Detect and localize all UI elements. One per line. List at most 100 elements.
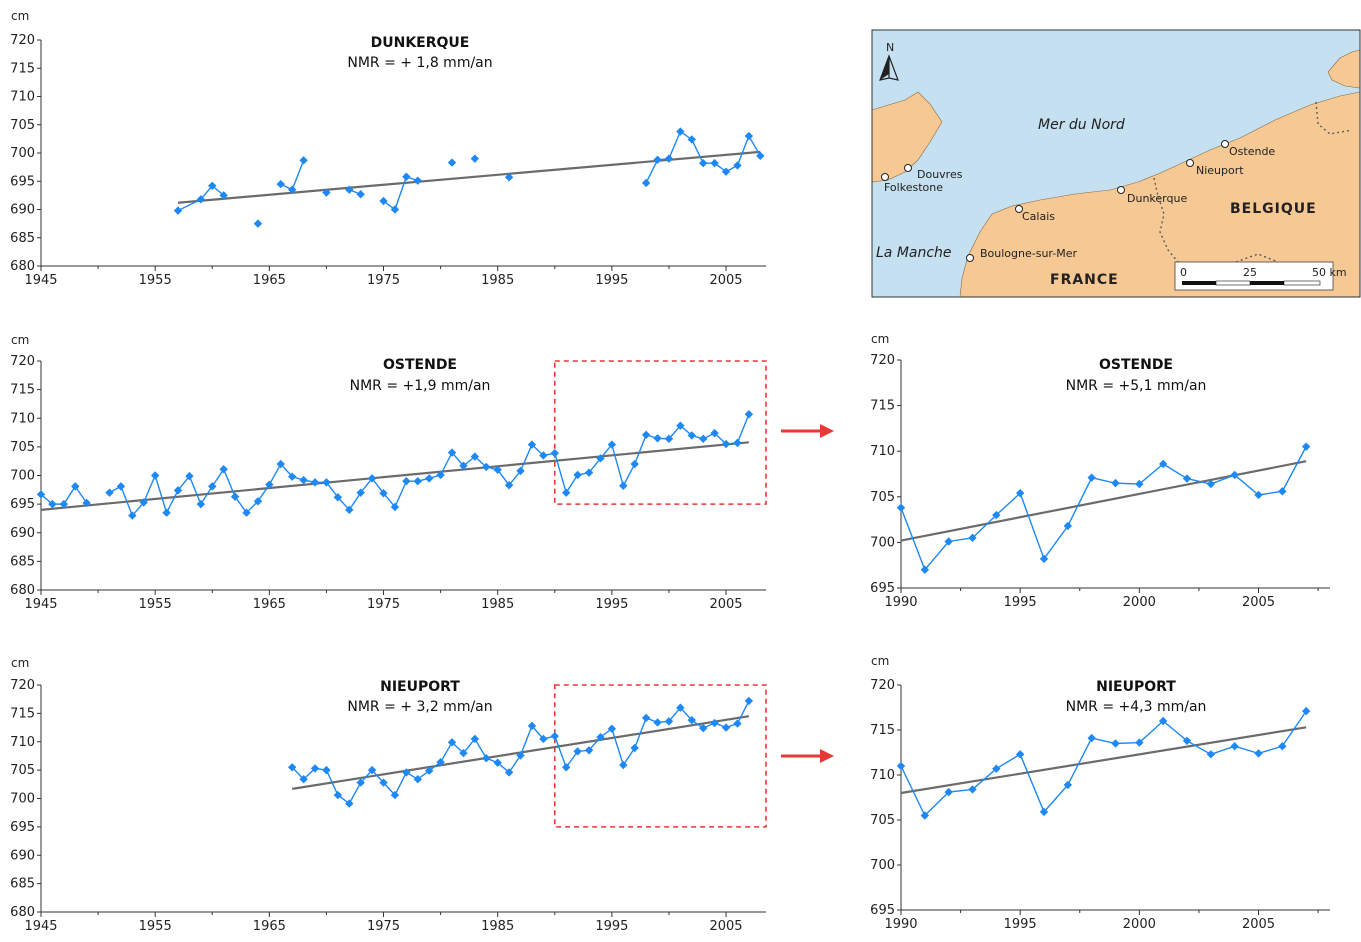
y-unit-label: cm: [871, 332, 889, 346]
y-tick-label: 710: [10, 411, 35, 426]
data-point: [596, 733, 605, 742]
data-point: [356, 190, 365, 199]
y-tick-label: 685: [10, 877, 35, 892]
north-label: N: [886, 41, 894, 54]
y-tick-label: 710: [870, 768, 895, 783]
data-point: [219, 465, 228, 474]
chart-nieuport-full: 680 685 690 695 700 705 710 715 720 1945 1955 1965 1…: [10, 656, 767, 934]
data-point: [173, 206, 183, 215]
x-tick-label: 1975: [367, 597, 400, 612]
data-point: [356, 778, 365, 787]
data-point: [607, 724, 617, 733]
country-label-france: FRANCE: [1050, 272, 1119, 288]
scale-tick-label: 0: [1180, 266, 1187, 279]
data-point: [242, 508, 251, 517]
data-point: [208, 181, 217, 190]
north-arrow-icon: [880, 56, 889, 80]
x-tick-label: 1990: [884, 595, 917, 610]
data-point: [944, 787, 953, 797]
data-point: [630, 459, 639, 469]
data-point: [82, 498, 91, 508]
data-point: [333, 790, 343, 800]
data-point: [721, 167, 731, 176]
data-point: [1158, 459, 1168, 469]
data-point: [687, 715, 696, 725]
data-point: [699, 434, 708, 444]
city-boulogne: Boulogne-sur-Mer: [966, 247, 1077, 262]
y-tick-label: 715: [10, 61, 35, 76]
location-map: N Mer du Nord La Manche BELGIQUE FRANCE …: [871, 29, 1361, 298]
data-point: [721, 439, 731, 449]
data-point: [196, 195, 206, 204]
data-point: [367, 765, 377, 775]
x-tick-label: 1945: [24, 273, 57, 288]
data-point: [676, 421, 685, 430]
data-point: [1111, 739, 1120, 748]
map-land-england: [871, 91, 943, 183]
chart-subtitle: NMR = +4,3 mm/an: [1066, 699, 1207, 715]
data-point: [1278, 742, 1287, 751]
data-point: [390, 205, 400, 214]
data-point: [710, 158, 719, 168]
data-point: [1135, 479, 1144, 489]
data-point: [287, 472, 297, 481]
y-tick-label: 715: [10, 383, 35, 398]
chart-subtitle: NMR = + 1,8 mm/an: [347, 55, 492, 71]
data-point: [1278, 487, 1287, 496]
data-point: [173, 486, 183, 495]
chart-ostende-full: 680 685 690 695 700 705 710 715 720 1945 1955 1965 1…: [10, 333, 767, 612]
chart-subtitle: NMR = +5,1 mm/an: [1066, 378, 1207, 394]
scale-tick-label: 25: [1243, 266, 1257, 279]
data-point: [493, 465, 502, 474]
data-point: [641, 713, 651, 723]
data-point: [402, 172, 411, 181]
data-point: [1087, 473, 1096, 482]
data-point: [322, 478, 331, 487]
y-tick-label: 680: [10, 905, 35, 920]
x-tick-label: 1965: [253, 919, 286, 934]
data-point: [139, 498, 148, 507]
city-folkestone: Folkestone: [881, 173, 943, 194]
sea-label-north: Mer du Nord: [1038, 117, 1125, 133]
data-point: [1135, 738, 1144, 747]
data-point: [641, 430, 651, 440]
data-point: [1015, 750, 1025, 759]
data-point: [733, 719, 742, 728]
data-point: [413, 477, 422, 486]
data-point: [322, 188, 331, 197]
city-label: Boulogne-sur-Mer: [980, 247, 1077, 260]
data-point: [944, 537, 953, 546]
data-point: [299, 156, 308, 165]
data-point: [664, 717, 674, 726]
x-tick-label: 2005: [709, 273, 742, 288]
data-point: [1039, 554, 1049, 564]
series-line: [900, 446, 1307, 572]
zoom-arrow-nieuport: [781, 749, 834, 763]
series-line: [109, 413, 750, 517]
trend-line: [40, 441, 749, 511]
x-tick-label: 2005: [709, 597, 742, 612]
data-point: [539, 451, 548, 460]
data-point: [287, 185, 297, 194]
data-point: [653, 718, 662, 727]
map-frame: [871, 29, 1361, 298]
chart-title: NIEUPORT: [380, 679, 460, 695]
y-tick-label: 700: [870, 858, 895, 873]
y-unit-label: cm: [11, 333, 29, 347]
x-tick-label: 1995: [1004, 595, 1037, 610]
y-tick-label: 700: [870, 535, 895, 550]
data-point: [459, 748, 468, 758]
y-tick-label: 695: [870, 581, 895, 596]
data-point: [1206, 750, 1216, 759]
data-point: [676, 127, 685, 136]
chart-nieuport-zoom: 695 700 705 710 715 720 1990 1995 2000 2005 cm NIEU…: [870, 654, 1330, 932]
data-point: [992, 510, 1001, 520]
data-point: [710, 428, 719, 438]
data-point: [1087, 733, 1096, 743]
data-point: [561, 763, 571, 772]
data-point: [493, 758, 502, 767]
series-line: [280, 160, 305, 191]
data-point: [333, 493, 343, 502]
data-point: [619, 760, 628, 770]
data-point: [1301, 706, 1311, 716]
